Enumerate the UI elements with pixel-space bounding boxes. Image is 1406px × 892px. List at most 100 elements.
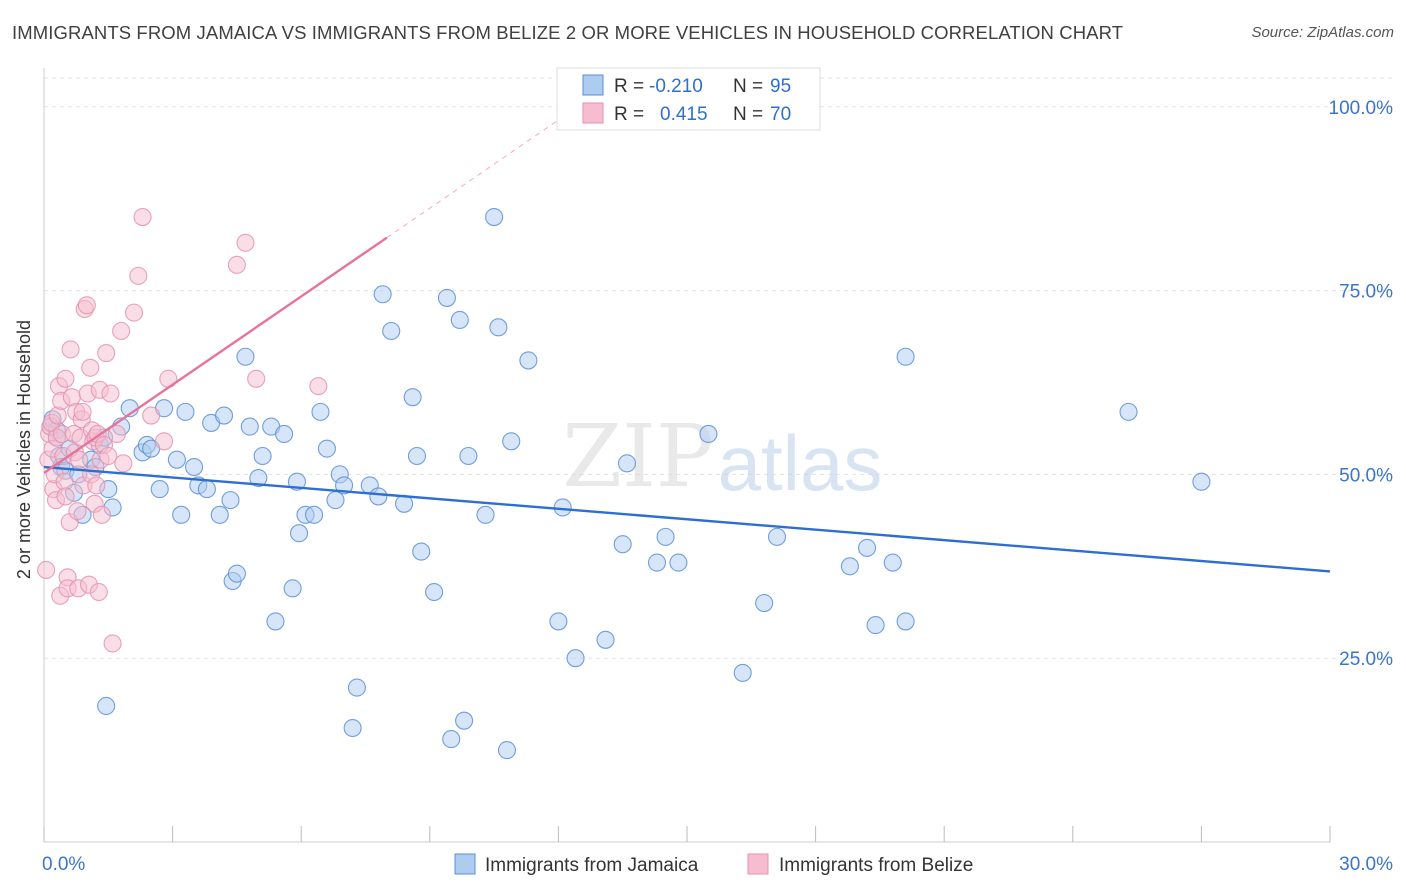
point-belize-53 [101, 384, 120, 403]
legend-r-label-2: R = [614, 104, 644, 125]
point-jamaica-48 [305, 505, 324, 524]
point-belize-57 [114, 454, 133, 473]
point-jamaica-62 [407, 446, 426, 466]
point-jamaica-53 [335, 476, 354, 495]
point-jamaica-40 [253, 446, 272, 466]
point-jamaica-69 [459, 446, 478, 466]
point-belize-61 [142, 406, 161, 425]
point-jamaica-38 [240, 417, 259, 436]
legend-r-label-1: R = [614, 76, 644, 97]
point-belize-27 [68, 502, 87, 521]
point-jamaica-43 [283, 579, 302, 598]
legend-r-value-1: -0.210 [649, 76, 703, 97]
point-jamaica-34 [221, 491, 240, 510]
point-belize-10 [48, 406, 67, 425]
point-jamaica-46 [290, 524, 309, 543]
point-belize-58 [124, 303, 144, 322]
y-tick-label-25: 25.0% [1339, 649, 1393, 670]
point-jamaica-83 [656, 527, 675, 546]
point-belize-60 [133, 207, 152, 227]
y-axis-label: 2 or more Vehicles in Household [14, 190, 35, 579]
point-belize-59 [129, 266, 148, 285]
point-jamaica-32 [210, 505, 229, 524]
point-jamaica-79 [596, 630, 615, 649]
trendline-jamaica [43, 465, 1331, 573]
point-jamaica-39 [249, 469, 268, 488]
point-belize-64 [227, 255, 246, 274]
point-jamaica-67 [450, 310, 469, 330]
point-jamaica-93 [896, 612, 915, 631]
point-belize-52 [99, 446, 118, 466]
point-jamaica-33 [214, 406, 234, 425]
point-jamaica-26 [172, 505, 191, 524]
point-jamaica-36 [227, 564, 246, 583]
point-jamaica-51 [326, 491, 345, 510]
point-jamaica-88 [767, 527, 787, 546]
point-jamaica-95 [1119, 402, 1138, 421]
point-jamaica-28 [184, 457, 204, 477]
point-jamaica-23 [150, 480, 169, 499]
point-jamaica-84 [669, 553, 688, 572]
legend-n-label-2: N = [733, 104, 763, 125]
point-belize-54 [103, 634, 122, 653]
x-tick-labels: 0.0% 30.0% [42, 854, 1393, 875]
point-belize-51 [97, 344, 116, 363]
point-belize-55 [107, 424, 126, 443]
point-jamaica-76 [549, 612, 568, 631]
point-jamaica-87 [755, 593, 774, 613]
y-tick-label-75: 75.0% [1339, 282, 1393, 303]
point-jamaica-80 [613, 535, 632, 554]
series-legend: Immigrants from Jamaica Immigrants from … [454, 853, 973, 876]
point-belize-44 [87, 476, 106, 495]
point-jamaica-90 [857, 538, 877, 557]
point-belize-17 [56, 369, 75, 388]
y-tick-label-100: 100.0% [1329, 98, 1394, 119]
point-belize-38 [81, 358, 100, 377]
point-jamaica-44 [266, 612, 285, 631]
point-jamaica-85 [699, 424, 718, 443]
point-jamaica-66 [442, 730, 461, 749]
point-jamaica-37 [236, 347, 255, 366]
point-jamaica-30 [197, 480, 216, 499]
point-jamaica-71 [485, 207, 504, 227]
point-jamaica-59 [382, 321, 401, 341]
point-belize-32 [73, 402, 92, 421]
source-label: Source: ZipAtlas.com [1251, 24, 1394, 41]
trend-lines [43, 116, 1331, 573]
chart-title: IMMIGRANTS FROM JAMAICA VS IMMIGRANTS FR… [12, 22, 1124, 43]
point-jamaica-73 [497, 741, 517, 760]
legend-r-value-2: 0.415 [660, 104, 708, 125]
point-jamaica-42 [275, 424, 294, 443]
point-jamaica-57 [369, 487, 388, 506]
point-belize-29 [70, 450, 89, 469]
point-jamaica-94 [896, 347, 915, 366]
point-belize-62 [154, 432, 174, 451]
point-belize-46 [89, 582, 108, 602]
gridlines [44, 77, 1392, 659]
point-belize-56 [112, 321, 131, 341]
point-jamaica-45 [287, 472, 306, 491]
point-jamaica-81 [617, 454, 637, 473]
point-jamaica-54 [343, 718, 362, 738]
watermark-zip: ZIP [562, 407, 714, 507]
point-jamaica-58 [373, 285, 392, 304]
point-jamaica-75 [519, 351, 538, 370]
legend-label-belize: Immigrants from Belize [779, 855, 973, 876]
point-jamaica-25 [167, 450, 186, 469]
trendline-belize [43, 236, 388, 474]
legend-swatch-bottom-jamaica [454, 853, 476, 875]
y-axis-label-text: 2 or more Vehicles in Household [14, 319, 34, 580]
point-jamaica-68 [455, 711, 474, 730]
series-belize-points [37, 207, 328, 653]
x-tick-label-min: 0.0% [42, 854, 85, 875]
legend-label-jamaica: Immigrants from Jamaica [485, 855, 699, 876]
point-jamaica-50 [317, 439, 336, 458]
legend-n-value-1: 95 [770, 76, 791, 97]
point-belize-66 [247, 369, 266, 388]
legend-n-value-2: 70 [770, 104, 791, 125]
point-jamaica-82 [647, 553, 667, 572]
point-belize-0 [37, 560, 56, 580]
point-jamaica-86 [733, 663, 752, 682]
watermark-atlas: atlas [718, 419, 883, 507]
